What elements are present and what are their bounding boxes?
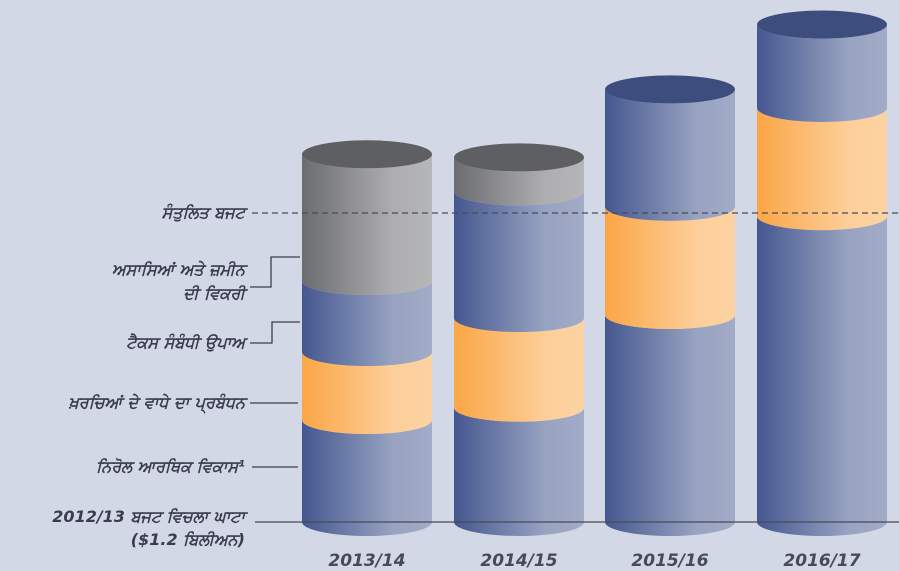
reference-label: ਸੰਤੁਲਿਤ ਬਜਟ (161, 203, 245, 222)
cylinder-segment (605, 206, 735, 329)
baseline-label: ($1.2 ਬਿਲੀਅਨ) (130, 530, 245, 549)
cylinder-segment (757, 24, 887, 122)
cylinder-segment (605, 89, 735, 221)
baseline-label: 2012/13 ਬਜਟ ਵਿਚਲਾ ਘਾਟਾ (52, 507, 245, 526)
cylinder-segment (757, 107, 887, 231)
cylinder-segment (302, 154, 432, 295)
cylinder-segment (605, 314, 735, 536)
cylinder-segment (302, 352, 432, 435)
series-label: ਨਿਰੋਲ ਆਰਥਿਕ ਵਿਕਾਸ¹ (96, 457, 245, 476)
cylinder-top (757, 10, 887, 39)
cylinder-segment (454, 318, 584, 422)
x-tick-label: 2014/15 (480, 551, 557, 571)
cylinder-segment (454, 191, 584, 333)
cylinder-top (605, 75, 735, 104)
series-label: ਟੈਕਸ ਸੰਬੰਧੀ ਉਪਾਅ (126, 333, 245, 352)
x-tick-label: 2013/14 (328, 551, 405, 571)
cylinder-segment (757, 216, 887, 536)
cylinder-top (302, 140, 432, 169)
series-label: ਅਸਾਸਿਆਂ ਅਤੇ ਜ਼ਮੀਨ ਦੀ ਵਿਕਰੀ (111, 260, 245, 303)
cylinder-segment (454, 407, 584, 536)
cylinder-segment (302, 420, 432, 536)
x-tick-label: 2016/17 (783, 551, 860, 571)
cylinder-segment (302, 280, 432, 367)
series-label: ਖ਼ਰਚਿਆਂ ਦੇ ਵਾਧੇ ਦਾ ਪ੍ਰਬੰਧਨ (68, 393, 245, 412)
x-tick-label: 2015/16 (631, 551, 708, 571)
connectors (250, 256, 300, 468)
cylinder-top (454, 143, 584, 172)
cylinder-segment (454, 157, 584, 206)
